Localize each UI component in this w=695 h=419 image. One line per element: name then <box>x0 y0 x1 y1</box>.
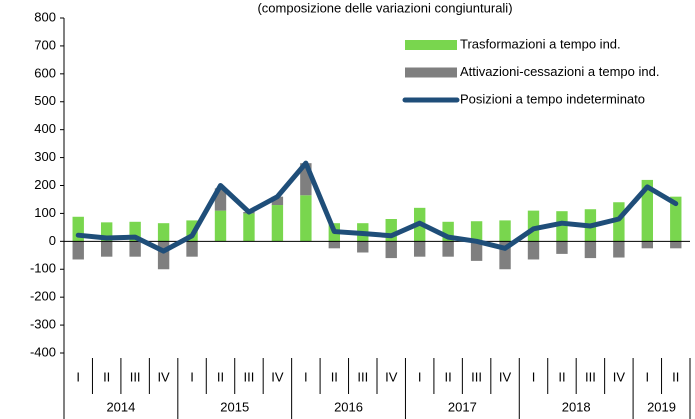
legend-swatch <box>405 40 457 50</box>
bar <box>613 202 625 242</box>
bar <box>214 188 227 211</box>
bar <box>214 210 227 242</box>
bar <box>357 241 369 253</box>
x-tick-label: I <box>190 369 194 384</box>
x-group-label: 2019 <box>647 399 676 414</box>
bar <box>186 241 198 257</box>
chart-title: (composizione delle variazioni congiuntu… <box>257 0 512 15</box>
y-tick-label: 700 <box>34 37 56 52</box>
line <box>75 160 679 254</box>
bar <box>613 241 625 258</box>
x-tick-label: IV <box>499 369 512 384</box>
legend-label: Posizioni a tempo indeterminato <box>460 91 645 106</box>
bar <box>157 241 170 270</box>
x-tick-label: I <box>418 369 422 384</box>
bar <box>442 241 454 257</box>
y-tick-label: 200 <box>34 177 56 192</box>
bar <box>499 220 511 242</box>
y-tick-label: 100 <box>34 205 56 220</box>
bar <box>271 205 284 242</box>
x-tick-label: IV <box>271 369 284 384</box>
legend-swatch <box>405 67 457 78</box>
bar <box>72 241 84 260</box>
bar <box>641 241 654 249</box>
x-tick-label: I <box>304 369 308 384</box>
bar <box>129 221 141 242</box>
x-tick-label: II <box>672 369 679 384</box>
y-tick-label: 0 <box>49 233 56 248</box>
y-tick-label: -300 <box>30 317 56 332</box>
bar <box>100 222 113 242</box>
x-tick-label: III <box>471 369 482 384</box>
x-tick-label: II <box>103 369 110 384</box>
bar <box>527 210 540 242</box>
legend-label: Trasformazioni a tempo ind. <box>460 36 621 51</box>
y-tick-label: 600 <box>34 65 56 80</box>
y-tick-label: -200 <box>30 289 56 304</box>
bar <box>413 241 426 257</box>
bar <box>556 211 568 242</box>
x-tick-label: I <box>76 369 80 384</box>
x-tick-label: IV <box>385 369 398 384</box>
bar <box>271 196 284 206</box>
x-tick-label: I <box>646 369 650 384</box>
bar <box>100 241 113 257</box>
bar <box>243 213 255 242</box>
x-tick-label: III <box>357 369 368 384</box>
y-tick-label: -400 <box>30 344 56 359</box>
bar <box>584 241 597 259</box>
bar <box>385 241 397 259</box>
bar <box>442 221 454 242</box>
bar <box>328 241 341 249</box>
x-group-label: 2018 <box>562 399 591 414</box>
x-group-label: 2017 <box>448 399 477 414</box>
y-tick-label: 300 <box>34 149 56 164</box>
x-tick-label: III <box>130 369 141 384</box>
x-tick-label: II <box>217 369 224 384</box>
y-tick-label: 800 <box>34 9 56 24</box>
x-group-label: 2014 <box>106 399 135 414</box>
bar <box>527 241 540 260</box>
bar <box>470 221 483 242</box>
bar <box>300 163 312 196</box>
x-tick-label: I <box>532 369 536 384</box>
bar <box>499 241 511 270</box>
x-tick-label: II <box>558 369 565 384</box>
bar <box>670 196 682 242</box>
x-group-label: 2015 <box>220 399 249 414</box>
x-tick-label: III <box>585 369 596 384</box>
bar <box>300 195 312 242</box>
x-tick-label: II <box>331 369 338 384</box>
bar <box>157 223 170 242</box>
y-tick-label: 400 <box>34 121 56 136</box>
x-group-label: 2016 <box>334 399 363 414</box>
bar <box>470 241 483 261</box>
x-tick-label: III <box>244 369 255 384</box>
bar <box>129 241 141 257</box>
bar <box>641 179 654 242</box>
bar <box>385 219 397 242</box>
legend-label: Attivazioni-cessazioni a tempo ind. <box>460 64 659 79</box>
bar <box>670 241 682 249</box>
y-tick-label: -100 <box>30 261 56 276</box>
y-tick-label: 500 <box>34 93 56 108</box>
x-tick-label: IV <box>613 369 626 384</box>
bar <box>72 216 84 242</box>
x-tick-label: IV <box>157 369 170 384</box>
x-tick-label: II <box>445 369 452 384</box>
bar <box>556 241 568 254</box>
